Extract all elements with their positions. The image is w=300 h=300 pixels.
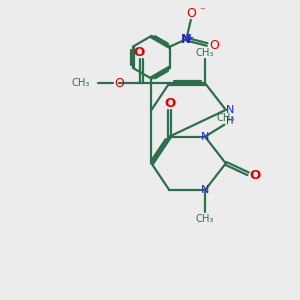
Text: O: O [164,97,175,110]
Text: N: N [201,132,209,142]
Text: CH₃: CH₃ [196,48,214,58]
Text: O: O [187,7,196,20]
Text: N: N [201,185,209,195]
Text: O: O [249,169,260,182]
Text: N: N [182,33,191,46]
Text: O: O [133,46,144,59]
Text: O: O [209,40,219,52]
Text: N: N [226,105,234,115]
Text: H: H [226,116,234,126]
Text: CH₃: CH₃ [196,214,214,224]
Text: CH₃: CH₃ [71,78,90,88]
Text: ⁻: ⁻ [199,7,205,16]
Text: CH₃: CH₃ [217,113,235,123]
Text: +: + [186,33,194,42]
Text: O: O [114,76,124,90]
